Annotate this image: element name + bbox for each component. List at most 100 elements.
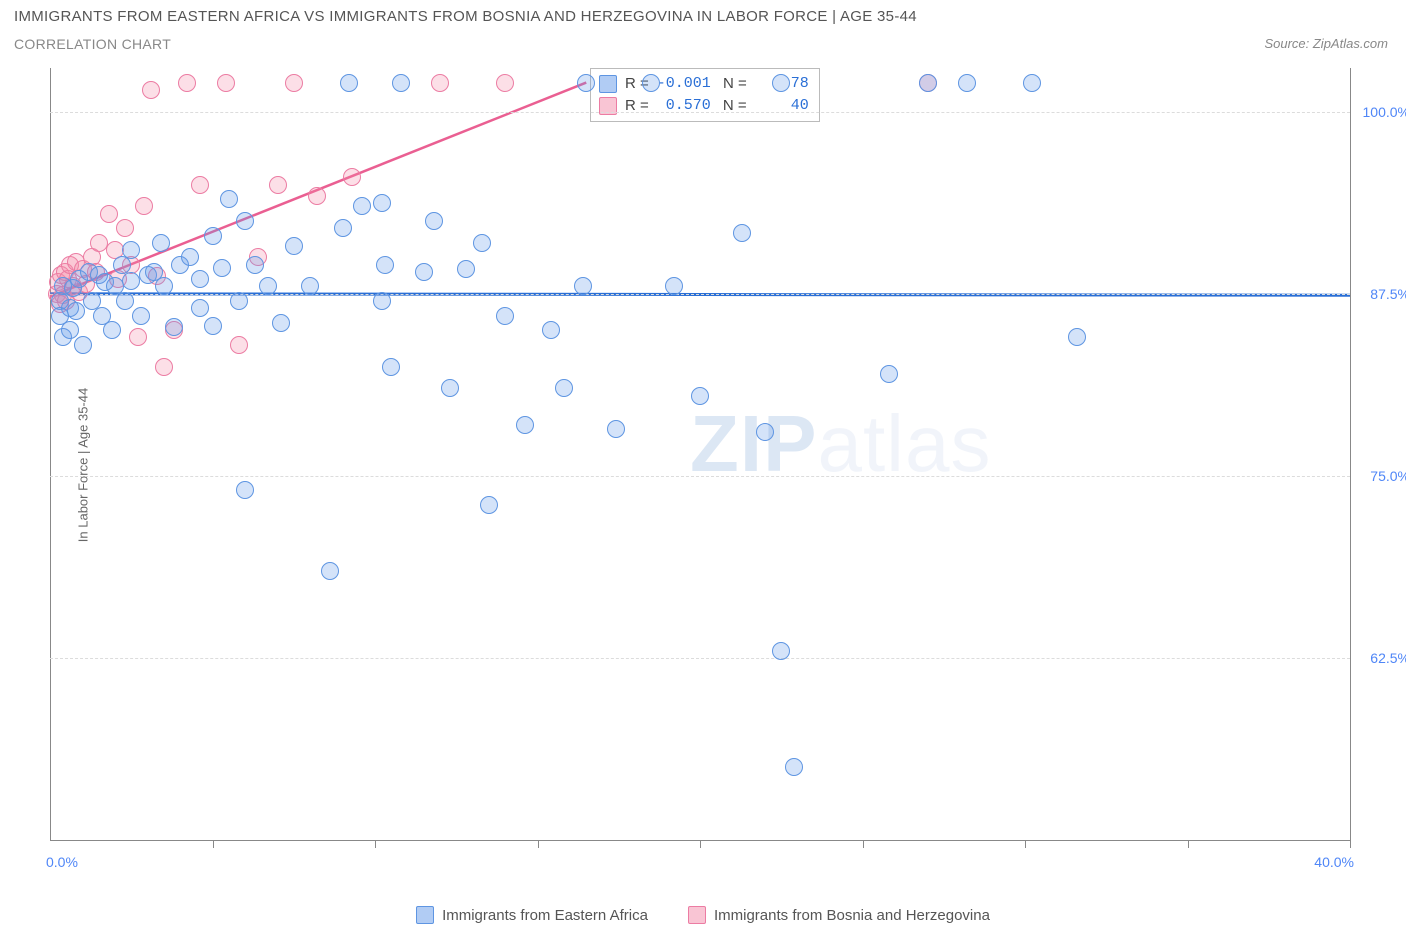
source-prefix: Source:	[1264, 36, 1312, 51]
data-point	[392, 74, 410, 92]
watermark-part2: atlas	[817, 399, 991, 488]
x-tick	[700, 840, 701, 848]
data-point	[100, 205, 118, 223]
data-point	[785, 758, 803, 776]
stats-row-pink: R = 0.570 N = 40	[599, 95, 809, 117]
data-point	[496, 307, 514, 325]
data-point	[191, 299, 209, 317]
data-point	[116, 219, 134, 237]
data-point	[665, 277, 683, 295]
watermark-part1: ZIP	[690, 399, 817, 488]
chart-subtitle: CORRELATION CHART	[14, 36, 171, 52]
legend-item-blue: Immigrants from Eastern Africa	[416, 906, 648, 924]
data-point	[376, 256, 394, 274]
data-point	[473, 234, 491, 252]
data-point	[373, 292, 391, 310]
legend: Immigrants from Eastern Africa Immigrant…	[0, 906, 1406, 924]
data-point	[204, 227, 222, 245]
source-citation: Source: ZipAtlas.com	[1264, 36, 1388, 51]
data-point	[1023, 74, 1041, 92]
data-point	[301, 277, 319, 295]
data-point	[285, 74, 303, 92]
trend-lines	[50, 68, 1350, 840]
data-point	[217, 74, 235, 92]
legend-label-pink: Immigrants from Bosnia and Herzegovina	[714, 907, 990, 924]
data-point	[269, 176, 287, 194]
legend-item-pink: Immigrants from Bosnia and Herzegovina	[688, 906, 990, 924]
data-point	[246, 256, 264, 274]
x-tick	[1350, 840, 1351, 848]
data-point	[74, 336, 92, 354]
data-point	[480, 496, 498, 514]
data-point	[919, 74, 937, 92]
data-point	[122, 241, 140, 259]
stat-r-label-2: R =	[625, 95, 649, 117]
stat-r-blue: -0.001	[657, 73, 711, 95]
data-point	[756, 423, 774, 441]
data-point	[285, 237, 303, 255]
y-tick-label: 75.0%	[1370, 468, 1406, 484]
data-point	[516, 416, 534, 434]
data-point	[772, 74, 790, 92]
stat-n-label: N =	[719, 73, 747, 95]
y-tick-label: 100.0%	[1363, 104, 1406, 120]
data-point	[441, 379, 459, 397]
data-point	[181, 248, 199, 266]
data-point	[67, 302, 85, 320]
x-tick	[1188, 840, 1189, 848]
data-point	[353, 197, 371, 215]
data-point	[340, 74, 358, 92]
gridline	[50, 112, 1350, 113]
blue-swatch-icon	[599, 75, 617, 93]
data-point	[155, 358, 173, 376]
data-point	[607, 420, 625, 438]
data-point	[880, 365, 898, 383]
data-point	[236, 212, 254, 230]
y-tick-label: 62.5%	[1370, 650, 1406, 666]
data-point	[103, 321, 121, 339]
data-point	[691, 387, 709, 405]
gridline	[50, 658, 1350, 659]
legend-label-blue: Immigrants from Eastern Africa	[442, 907, 648, 924]
data-point	[132, 307, 150, 325]
data-point	[382, 358, 400, 376]
chart-container: IMMIGRANTS FROM EASTERN AFRICA VS IMMIGR…	[0, 0, 1406, 930]
data-point	[308, 187, 326, 205]
data-point	[116, 292, 134, 310]
data-point	[191, 176, 209, 194]
x-tick	[1025, 840, 1026, 848]
data-point	[425, 212, 443, 230]
data-point	[204, 317, 222, 335]
data-point	[259, 277, 277, 295]
data-point	[373, 194, 391, 212]
x-tick	[538, 840, 539, 848]
data-point	[577, 74, 595, 92]
chart-title: IMMIGRANTS FROM EASTERN AFRICA VS IMMIGR…	[14, 8, 917, 25]
x-axis-min-label: 0.0%	[46, 854, 78, 870]
data-point	[343, 168, 361, 186]
pink-swatch-icon	[688, 906, 706, 924]
gridline	[50, 476, 1350, 477]
blue-swatch-icon	[416, 906, 434, 924]
x-tick	[375, 840, 376, 848]
data-point	[272, 314, 290, 332]
data-point	[772, 642, 790, 660]
data-point	[542, 321, 560, 339]
plot-area: ZIPatlas R = -0.001 N = 78 R = 0.570 N =…	[50, 68, 1351, 841]
data-point	[61, 321, 79, 339]
data-point	[574, 277, 592, 295]
data-point	[642, 74, 660, 92]
data-point	[213, 259, 231, 277]
y-tick-label: 87.5%	[1370, 286, 1406, 302]
data-point	[496, 74, 514, 92]
data-point	[457, 260, 475, 278]
source-name: ZipAtlas.com	[1313, 36, 1388, 51]
data-point	[733, 224, 751, 242]
data-point	[178, 74, 196, 92]
data-point	[155, 277, 173, 295]
stat-n-label-2: N =	[719, 95, 747, 117]
x-axis-max-label: 40.0%	[1314, 854, 1354, 870]
x-tick	[213, 840, 214, 848]
data-point	[165, 318, 183, 336]
data-point	[431, 74, 449, 92]
